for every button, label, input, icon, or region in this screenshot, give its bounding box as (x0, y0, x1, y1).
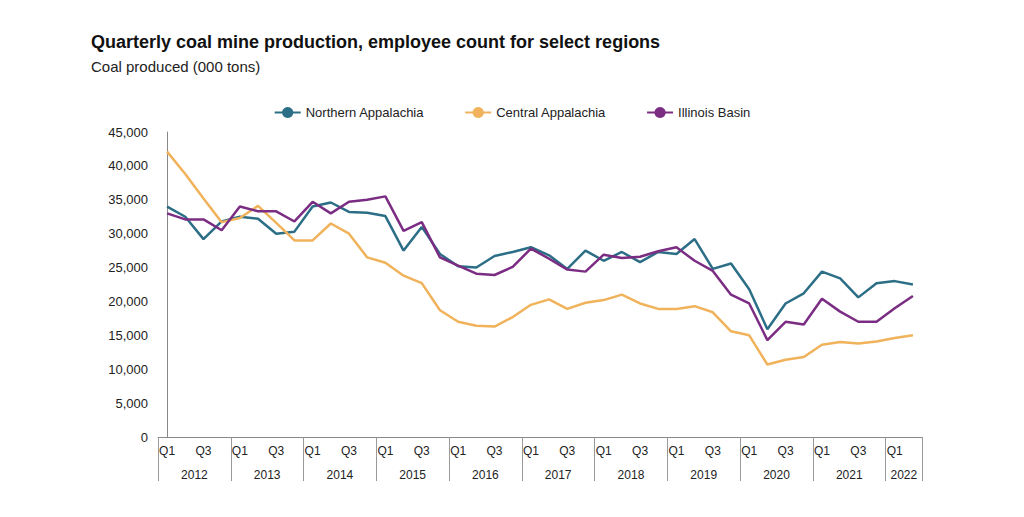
svg-text:Quarterly coal mine production: Quarterly coal mine production, employee… (91, 32, 660, 52)
svg-text:Q3: Q3 (559, 444, 575, 458)
svg-text:2020: 2020 (763, 468, 790, 482)
svg-text:5,000: 5,000 (115, 396, 148, 411)
svg-text:Illinois Basin: Illinois Basin (678, 105, 750, 120)
svg-text:Q1: Q1 (305, 444, 321, 458)
svg-text:Q3: Q3 (487, 444, 503, 458)
svg-text:2014: 2014 (327, 468, 354, 482)
svg-text:15,000: 15,000 (108, 328, 148, 343)
svg-text:2012: 2012 (181, 468, 208, 482)
svg-text:40,000: 40,000 (108, 158, 148, 173)
svg-text:2021: 2021 (836, 468, 863, 482)
svg-text:0: 0 (141, 430, 148, 445)
svg-text:25,000: 25,000 (108, 260, 148, 275)
svg-text:35,000: 35,000 (108, 192, 148, 207)
svg-text:Q1: Q1 (814, 444, 830, 458)
svg-text:2019: 2019 (690, 468, 717, 482)
svg-text:2018: 2018 (618, 468, 645, 482)
svg-text:Q3: Q3 (778, 444, 794, 458)
svg-text:2015: 2015 (399, 468, 426, 482)
svg-text:Q3: Q3 (632, 444, 648, 458)
svg-text:30,000: 30,000 (108, 226, 148, 241)
svg-text:Q3: Q3 (414, 444, 430, 458)
svg-text:2016: 2016 (472, 468, 499, 482)
svg-text:Q3: Q3 (705, 444, 721, 458)
svg-text:10,000: 10,000 (108, 362, 148, 377)
svg-text:Q1: Q1 (159, 444, 175, 458)
svg-text:2017: 2017 (545, 468, 572, 482)
svg-text:Q3: Q3 (341, 444, 357, 458)
svg-text:Central Appalachia: Central Appalachia (496, 105, 606, 120)
svg-text:Q1: Q1 (668, 444, 684, 458)
svg-text:Q3: Q3 (268, 444, 284, 458)
svg-text:2013: 2013 (254, 468, 281, 482)
svg-text:Q1: Q1 (596, 444, 612, 458)
svg-text:Northern Appalachia: Northern Appalachia (306, 105, 425, 120)
svg-text:2022: 2022 (890, 468, 917, 482)
svg-text:Q1: Q1 (523, 444, 539, 458)
svg-text:45,000: 45,000 (108, 125, 148, 140)
svg-text:Q3: Q3 (850, 444, 866, 458)
svg-text:Q3: Q3 (195, 444, 211, 458)
svg-text:Coal produced (000 tons): Coal produced (000 tons) (91, 58, 260, 75)
svg-text:Q1: Q1 (377, 444, 393, 458)
svg-text:Q1: Q1 (232, 444, 248, 458)
svg-text:Q1: Q1 (887, 444, 903, 458)
svg-text:20,000: 20,000 (108, 294, 148, 309)
svg-text:Q1: Q1 (741, 444, 757, 458)
svg-text:Q1: Q1 (450, 444, 466, 458)
